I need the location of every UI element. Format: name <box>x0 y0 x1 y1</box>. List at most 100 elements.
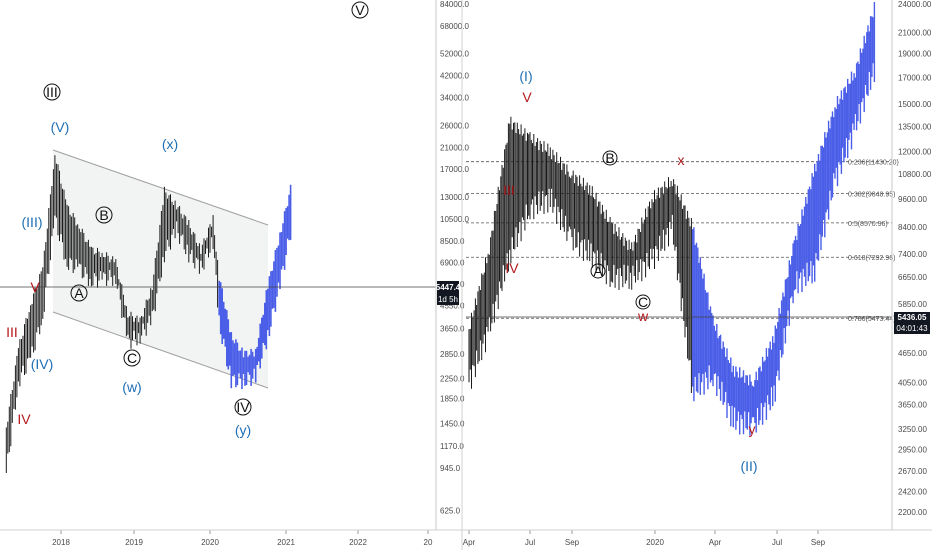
wave-label: A <box>74 285 84 301</box>
right-y-tick-label: 3250.00 <box>898 425 927 434</box>
right-y-tick-label: 4050.00 <box>898 378 927 387</box>
left-x-tick-label: 2019 <box>125 538 143 547</box>
wave-label: IV <box>505 260 519 276</box>
right-x-axis[interactable]: Apr Jul Sep 2020 Apr Jul Sep <box>463 530 826 547</box>
left-y-tick-label: 1170.0 <box>440 442 464 451</box>
wave-label: (V) <box>51 119 70 135</box>
right-y-tick-label: 15000.00 <box>898 100 932 109</box>
left-y-tick-label: 13000.0 <box>440 193 469 202</box>
left-x-tick-label: 2022 <box>349 538 367 547</box>
right-candles <box>468 2 876 436</box>
left-y-tick-label: 34000.0 <box>440 94 469 103</box>
right-y-tick-label: 24000.00 <box>898 0 932 9</box>
wave-label-circle <box>590 263 606 279</box>
right-timer-tag: 04:01:43 <box>896 324 928 333</box>
right-price-tag-box <box>894 312 930 323</box>
right-y-tick-label: 3650.00 <box>898 400 927 409</box>
right-y-tick-label: 2670.00 <box>898 467 927 476</box>
fib-level-label: 0.5(8570.96) <box>848 221 888 228</box>
left-x-tick-label: 20 <box>424 538 433 547</box>
right-wave-labels: (I) V B x III IV A Cw y (II) <box>503 68 757 474</box>
wave-label: y <box>749 421 756 437</box>
fib-level-label: 0.236(11430.20) <box>848 160 899 167</box>
wave-label: x <box>678 152 685 168</box>
right-y-tick-label: 21000.00 <box>898 28 932 37</box>
fibonacci-retracement: 0.236(11430.20) 0.382(9848.95) 0.5(8570.96… <box>466 160 899 323</box>
right-timer-tag-box <box>894 323 930 334</box>
left-candles <box>5 155 292 473</box>
descending-channel <box>53 150 268 388</box>
wave-label: III <box>46 84 58 100</box>
wave-label-circle <box>351 1 369 19</box>
right-y-tick-label: 13500.00 <box>898 122 932 131</box>
right-x-tick-label: Sep <box>811 538 826 547</box>
fib-level-label: 0.786(5473.44) <box>848 316 895 323</box>
wave-label: B <box>605 150 614 166</box>
right-x-tick-label: Sep <box>565 538 580 547</box>
left-y-tick-label: 84000.0 <box>440 0 469 9</box>
left-y-tick-label: 3650.0 <box>440 324 465 333</box>
wave-label: V <box>355 2 365 18</box>
right-y-tick-label: 2200.00 <box>898 508 927 517</box>
right-x-tick-label: Apr <box>463 538 476 547</box>
right-x-tick-label: Jul <box>525 538 535 547</box>
right-price-tag: 5436.05 <box>898 313 927 322</box>
left-y-tick-label: 2850.0 <box>440 350 465 359</box>
right-y-tick-label: 6650.00 <box>898 273 927 282</box>
left-y-tick-label: 21000.0 <box>440 143 469 152</box>
wave-label: IV <box>17 411 31 427</box>
wave-label: C <box>127 350 137 366</box>
left-chart[interactable]: 84000.0 68000.0 52000.0 42000.0 34000.0 26000… <box>0 0 469 547</box>
left-y-tick-label: 945.0 <box>440 464 461 473</box>
wave-label: w <box>637 308 649 324</box>
right-y-tick-label: 5850.00 <box>898 300 927 309</box>
right-y-tick-label: 10800.00 <box>898 170 932 179</box>
right-chart[interactable]: 0.236(11430.20) 0.382(9848.95) 0.5(8570.96… <box>463 0 932 547</box>
wave-label: (I) <box>519 68 532 84</box>
left-y-tick-label: 2250.0 <box>440 374 465 383</box>
right-y-tick-label: 2950.00 <box>898 446 927 455</box>
right-x-tick-label: Jul <box>772 538 782 547</box>
right-x-tick-label: Apr <box>709 538 722 547</box>
left-x-tick-label: 2020 <box>201 538 219 547</box>
left-y-tick-label: 10500.0 <box>440 215 469 224</box>
left-y-tick-label: 8500.0 <box>440 237 465 246</box>
left-x-axis[interactable]: 2018 2019 2020 2021 2022 20 <box>52 530 433 547</box>
left-x-tick-label: 2021 <box>277 538 295 547</box>
right-y-tick-label: 9600.00 <box>898 195 927 204</box>
wave-label: V <box>30 279 40 295</box>
wave-label: B <box>99 207 108 223</box>
left-y-tick-label: 4550.0 <box>440 301 465 310</box>
wave-label-circle <box>95 206 113 224</box>
right-x-tick-label: 2020 <box>646 538 664 547</box>
wave-label: (III) <box>22 214 43 230</box>
wave-label: A <box>593 263 603 279</box>
wave-label-circle <box>234 398 252 416</box>
left-y-tick-label: 1450.0 <box>440 420 465 429</box>
left-y-tick-label: 6900.0 <box>440 258 465 267</box>
wave-label: (x) <box>162 136 178 152</box>
left-y-tick-label: 17000.0 <box>440 165 469 174</box>
channel-upper-line <box>52 149 269 226</box>
wave-label-circle <box>602 150 618 166</box>
left-y-tick-label: 52000.0 <box>440 50 469 59</box>
left-y-tick-label: 42000.0 <box>440 72 469 81</box>
wave-label-circle <box>43 83 61 101</box>
left-price-tag-box <box>437 281 459 293</box>
right-y-tick-label: 12000.00 <box>898 147 932 156</box>
wave-label-circle <box>635 294 651 310</box>
right-y-tick-label: 19000.00 <box>898 50 932 59</box>
left-y-tick-label: 1850.0 <box>440 395 465 404</box>
left-y-tick-label: 68000.0 <box>440 22 469 31</box>
wave-label: III <box>6 324 18 340</box>
left-y-axis[interactable]: 84000.0 68000.0 52000.0 42000.0 34000.0 26000… <box>440 0 469 516</box>
wave-label: C <box>638 294 648 310</box>
fib-level-label: 0.618(7292.96) <box>848 255 895 262</box>
right-y-axis[interactable]: 24000.00 21000.00 19000.00 17000.00 15000.00… <box>898 0 932 517</box>
wave-label: V <box>522 89 532 105</box>
wave-label: (w) <box>122 379 141 395</box>
left-y-tick-label: 26000.0 <box>440 121 469 130</box>
right-y-tick-label: 4650.00 <box>898 349 927 358</box>
left-y-tick-label: 625.0 <box>440 507 461 516</box>
